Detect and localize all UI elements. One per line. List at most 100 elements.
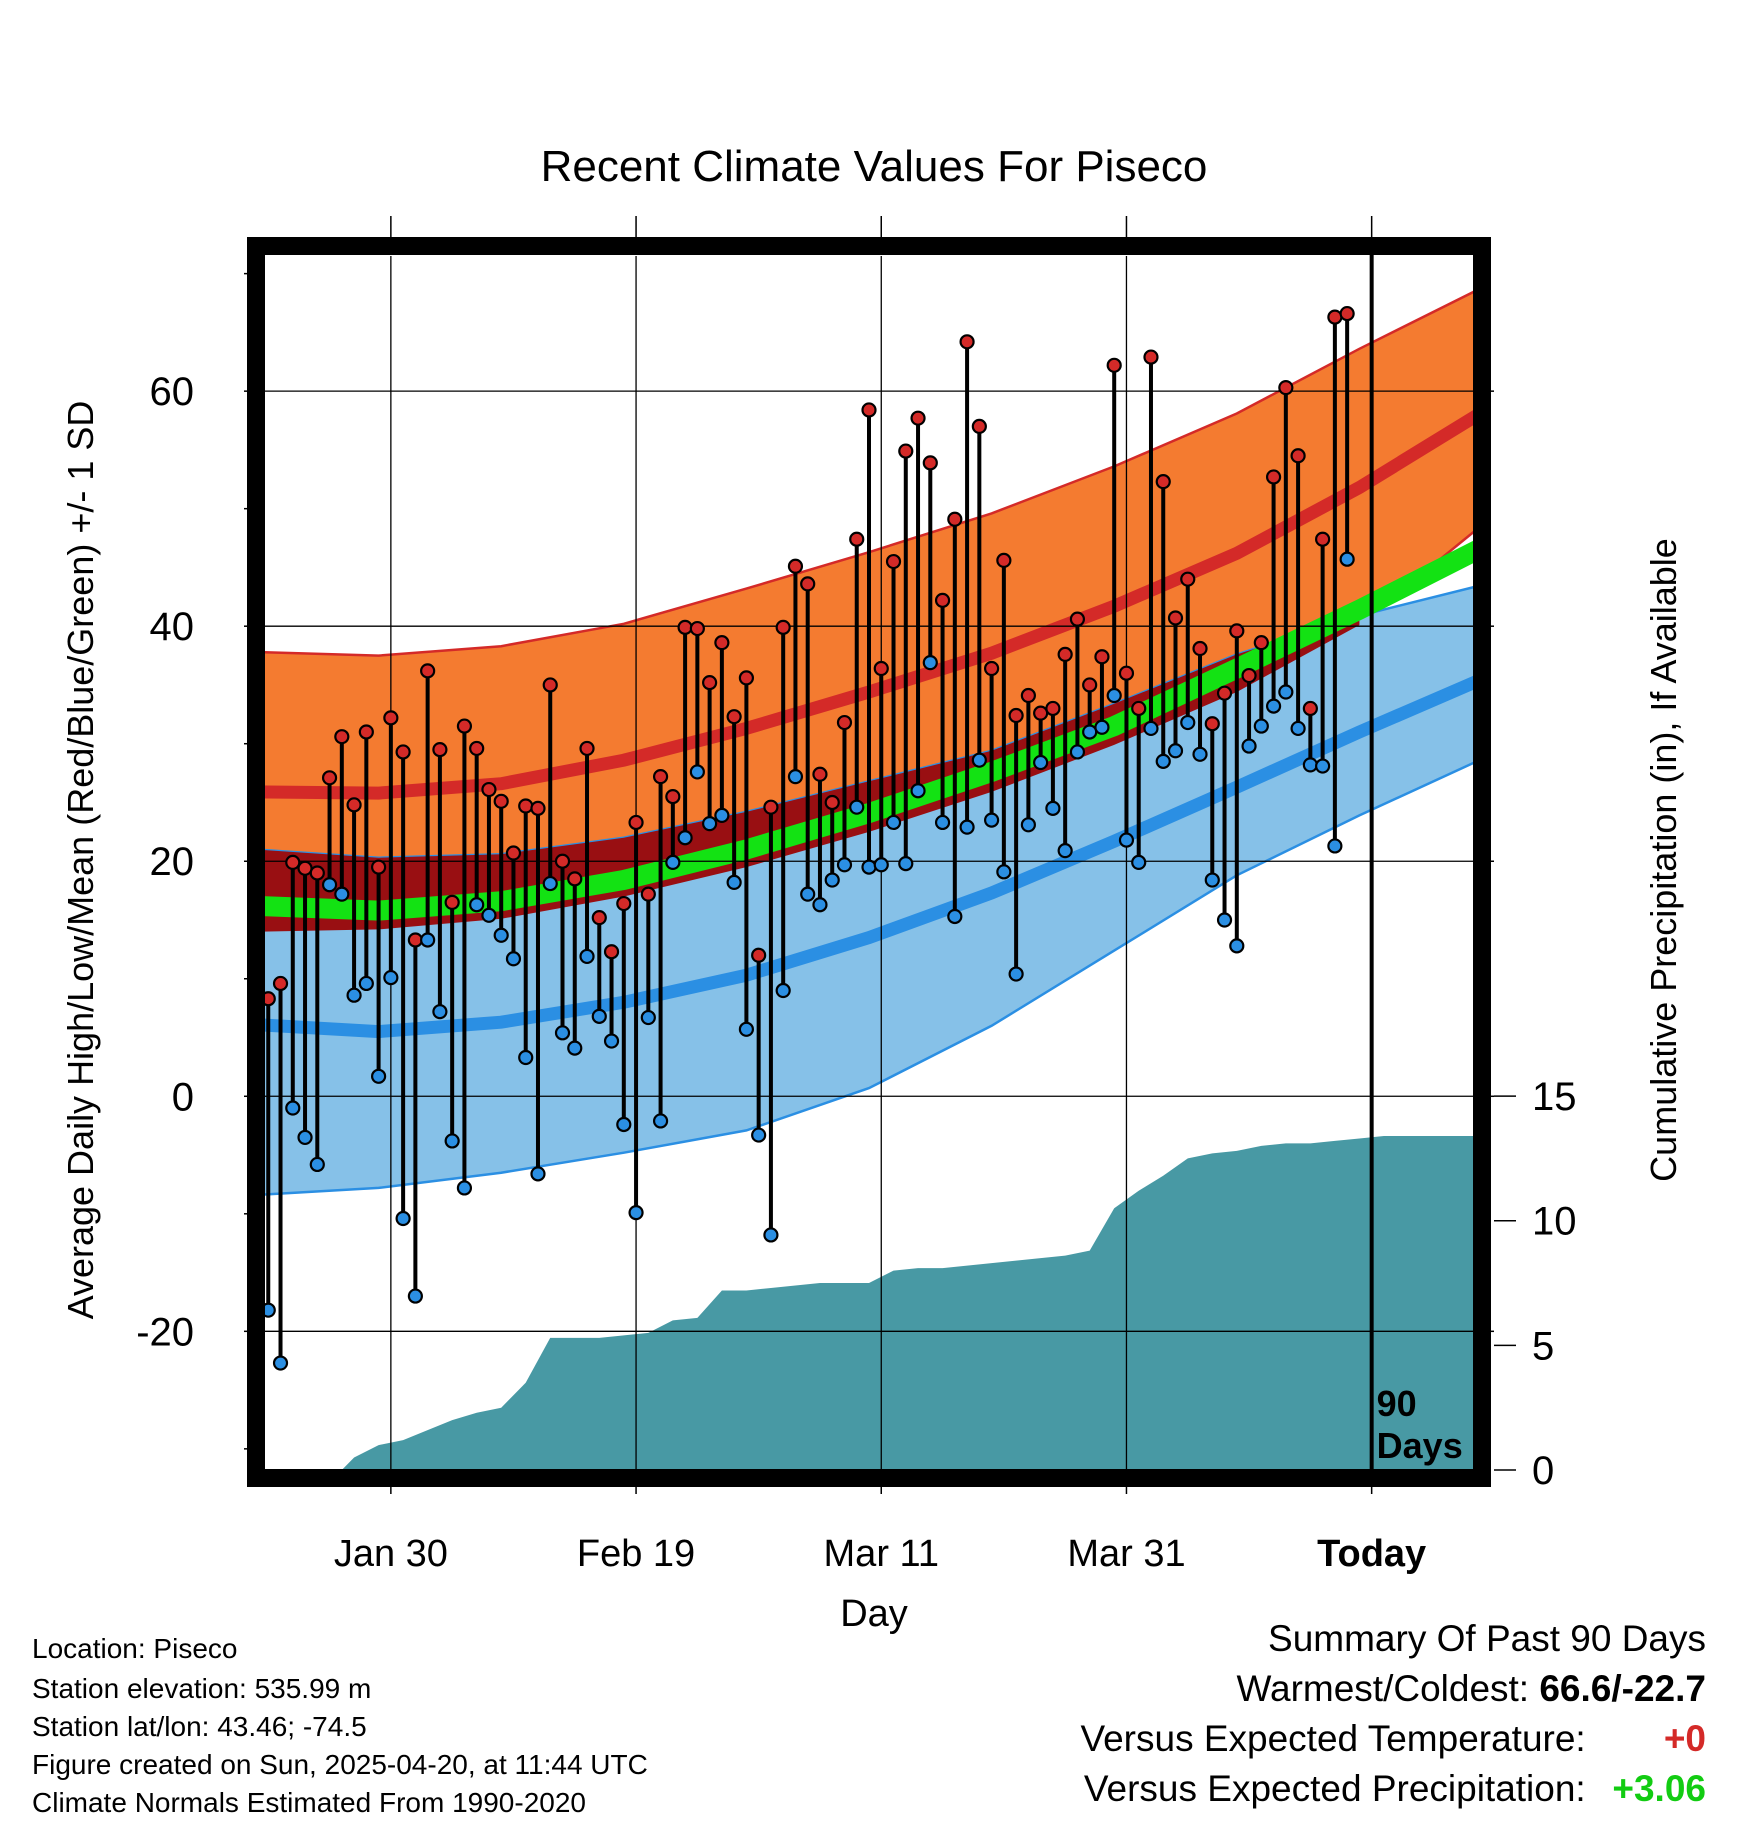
- temp-label: Versus Expected Temperature:: [1080, 1718, 1586, 1759]
- daily-high-point: [334, 729, 350, 745]
- precip-cumulative-area: [256, 1136, 1482, 1470]
- y2-tick-label: 5: [1532, 1324, 1554, 1368]
- temp-value: +0: [1663, 1718, 1706, 1759]
- temp-row: Versus Expected Temperature: +0: [1080, 1718, 1706, 1768]
- daily-high-point: [518, 798, 534, 814]
- daily-high-point: [285, 854, 301, 871]
- daily-high-point: [1069, 611, 1086, 627]
- daily-low-point: [861, 859, 877, 875]
- precip-row: Versus Expected Precipitation: +3.06: [1080, 1768, 1706, 1818]
- daily-high-point: [505, 845, 522, 861]
- daily-low-point: [1057, 843, 1073, 859]
- daily-high-point: [922, 455, 938, 471]
- daily-low-point: [983, 812, 1000, 828]
- daily-low-point: [518, 1049, 534, 1066]
- daily-high-point: [554, 853, 571, 869]
- daily-low-point: [689, 764, 705, 780]
- daily-low-point: [603, 1033, 620, 1049]
- x-tick-label: Mar 31: [1067, 1533, 1185, 1575]
- daily-high-point: [996, 552, 1012, 568]
- daily-low-point: [567, 1040, 583, 1056]
- daily-low-point: [383, 969, 399, 986]
- y2-tick-label: 0: [1532, 1449, 1554, 1493]
- daily-low-point: [493, 927, 509, 943]
- overlap-sd-band: [256, 615, 1360, 932]
- daily-high-point: [309, 865, 325, 881]
- daily-high-point: [665, 789, 681, 805]
- daily-high-point: [1106, 357, 1122, 373]
- daily-high-point: [1143, 349, 1159, 365]
- daily-low-point: [420, 932, 436, 948]
- daily-low-point: [1082, 724, 1098, 740]
- x-tick-label: Feb 19: [577, 1533, 695, 1575]
- daily-low-point: [456, 1180, 473, 1196]
- daily-low-point: [1008, 966, 1024, 982]
- daily-high-point: [1278, 380, 1294, 396]
- daily-low-point: [1069, 744, 1086, 760]
- daily-high-point: [628, 814, 644, 831]
- warmest-coldest-row: Warmest/Coldest: 66.6/-22.7: [1080, 1668, 1706, 1718]
- daily-low-point: [285, 1100, 301, 1116]
- daily-high-point: [689, 620, 705, 637]
- y2-tick-label: 15: [1532, 1075, 1577, 1119]
- daily-high-point: [971, 418, 987, 435]
- y-axis-label-left: Average Daily High/Low/Mean (Red/Blue/Gr…: [60, 401, 101, 1320]
- daily-low-point: [1302, 757, 1318, 773]
- today-marker-label-1: 90: [1377, 1383, 1417, 1424]
- daily-high-point: [420, 663, 436, 679]
- daily-low-point: [1045, 800, 1061, 816]
- precip-value: +3.06: [1612, 1768, 1706, 1809]
- daily-low-point: [971, 752, 987, 768]
- daily-low-point: [358, 975, 374, 992]
- daily-low-point: [1339, 551, 1355, 567]
- daily-low-point: [873, 857, 889, 873]
- daily-high-point: [1033, 705, 1049, 721]
- y2-tick-label: 10: [1532, 1200, 1577, 1244]
- today-marker-label-2: Days: [1377, 1425, 1463, 1466]
- summary-panel: Summary Of Past 90 Days Warmest/Coldest:…: [1080, 1618, 1706, 1818]
- warmest-coldest-value: 66.6/-22.7: [1539, 1668, 1706, 1709]
- daily-low-point: [824, 872, 840, 888]
- daily-low-point: [922, 655, 938, 671]
- daily-low-point: [849, 799, 865, 815]
- daily-high-point: [763, 799, 779, 815]
- daily-high-point: [395, 744, 411, 760]
- warmest-coldest-label: Warmest/Coldest:: [1236, 1668, 1530, 1709]
- x-tick-label: Jan 30: [334, 1533, 448, 1575]
- daily-high-point: [1216, 685, 1233, 701]
- daily-high-point: [579, 740, 595, 757]
- daily-low-point: [775, 982, 791, 999]
- daily-low-point: [1180, 714, 1196, 731]
- daily-high-point: [652, 769, 669, 785]
- daily-high-point: [481, 781, 497, 798]
- daily-low-point: [726, 874, 742, 890]
- daily-high-point: [371, 859, 387, 875]
- daily-high-point: [1302, 700, 1318, 717]
- daily-high-point: [272, 975, 289, 992]
- daily-high-point: [751, 947, 767, 963]
- daily-low-point: [652, 1113, 669, 1129]
- daily-high-point: [616, 895, 632, 912]
- daily-low-point: [898, 855, 914, 872]
- daily-low-point: [395, 1210, 411, 1227]
- daily-low-point: [1118, 832, 1135, 848]
- daily-high-point: [787, 558, 804, 574]
- daily-low-point: [665, 854, 681, 871]
- daily-high-point: [1204, 716, 1220, 732]
- daily-low-point: [272, 1355, 289, 1371]
- daily-low-point: [371, 1068, 387, 1084]
- daily-low-point: [800, 886, 816, 902]
- daily-high-point: [603, 944, 620, 960]
- daily-low-point: [444, 1133, 460, 1149]
- daily-high-point: [444, 894, 460, 910]
- daily-low-point: [738, 1021, 755, 1037]
- daily-high-point: [542, 677, 558, 693]
- daily-high-point: [1241, 667, 1257, 684]
- daily-low-point: [1020, 817, 1036, 833]
- daily-high-point: [934, 592, 951, 608]
- daily-high-point: [346, 797, 362, 813]
- plot-frame: [247, 237, 1491, 1487]
- daily-high-point: [812, 766, 828, 782]
- daily-high-point: [726, 709, 742, 725]
